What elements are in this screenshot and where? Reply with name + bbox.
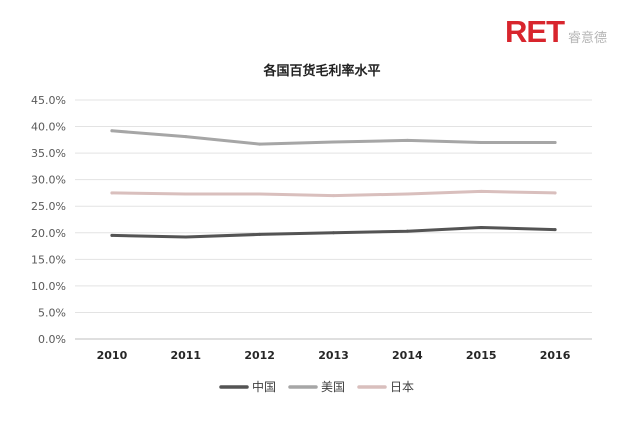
grid-lines: [75, 99, 592, 340]
data-point: [405, 192, 409, 196]
brand-logo: RET 睿意德: [505, 14, 607, 50]
data-point: [332, 140, 335, 144]
y-tick-label: 0.0%: [38, 333, 66, 346]
y-axis: 0.0% 5.0% 10.0% 15.0% 20.0% 25.0% 30.0% 35.0% 40…: [31, 94, 66, 346]
x-axis: 2010 2011 2012 2013 2014 2015 2016: [97, 349, 571, 362]
x-tick-label: 2010: [97, 349, 128, 362]
series-lines: [110, 129, 557, 239]
y-tick-label: 35.0%: [31, 147, 66, 160]
data-point: [110, 233, 114, 237]
y-tick-label: 10.0%: [31, 280, 66, 293]
data-point: [405, 229, 409, 233]
data-point: [258, 232, 262, 236]
data-point: [184, 192, 188, 196]
data-point: [405, 138, 409, 142]
legend: 中国 美国 日本: [219, 379, 414, 394]
data-point: [479, 225, 483, 229]
y-tick-label: 15.0%: [31, 253, 66, 266]
data-point: [553, 140, 557, 144]
legend-label: 日本: [390, 380, 414, 394]
data-point: [553, 228, 557, 232]
data-point: [332, 194, 335, 198]
brand-mark: RET: [505, 14, 565, 49]
y-tick-label: 20.0%: [31, 227, 66, 240]
data-point: [258, 192, 262, 196]
data-point: [553, 191, 557, 195]
x-tick-label: 2013: [318, 349, 349, 362]
x-tick-label: 2014: [392, 349, 423, 362]
data-point: [184, 235, 188, 239]
legend-label: 美国: [321, 380, 345, 394]
data-point: [110, 191, 114, 195]
x-tick-label: 2012: [244, 349, 275, 362]
data-point: [110, 129, 114, 133]
y-tick-label: 5.0%: [38, 306, 66, 319]
x-tick-label: 2011: [170, 349, 201, 362]
x-tick-label: 2015: [466, 349, 497, 362]
x-tick-label: 2016: [540, 349, 571, 362]
y-tick-label: 30.0%: [31, 174, 66, 187]
brand-name: 睿意德: [568, 31, 608, 46]
y-tick-label: 45.0%: [31, 94, 66, 107]
data-point: [258, 142, 262, 146]
data-point: [332, 231, 335, 235]
y-tick-label: 40.0%: [31, 121, 66, 134]
y-tick-label: 25.0%: [31, 200, 66, 213]
chart-title: 各国百货毛利率水平: [262, 63, 380, 79]
data-point: [479, 189, 483, 193]
data-point: [184, 135, 188, 139]
legend-label: 中国: [252, 379, 276, 394]
data-point: [479, 140, 483, 144]
